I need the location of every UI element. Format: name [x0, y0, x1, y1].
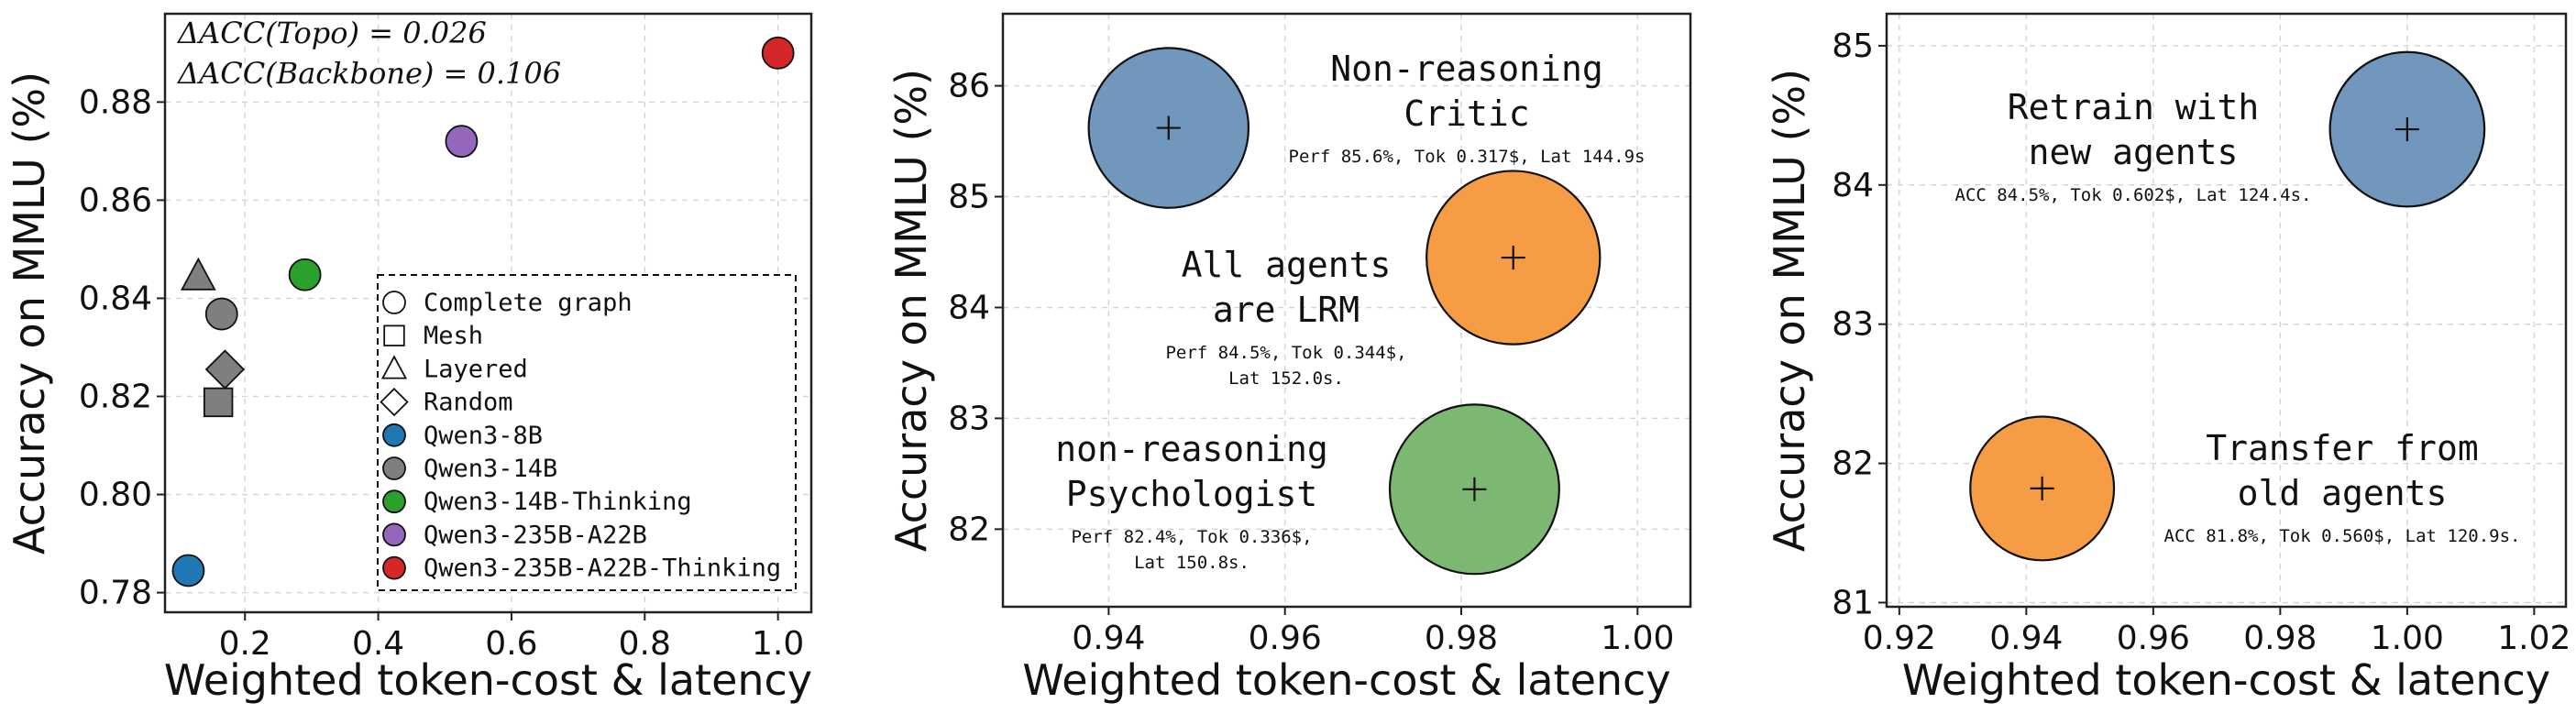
legend-marker [380, 387, 409, 417]
legend-label: Layered [424, 355, 528, 383]
bubble-detail: ACC 81.8%, Tok 0.560$, Lat 120.9s. [2164, 526, 2521, 546]
x-tick-label: 0.8 [619, 625, 671, 663]
y-axis-label: Accuracy on MMLU (%) [886, 69, 936, 552]
x-tick-label: 0.6 [485, 625, 537, 663]
bubble-detail: Perf 84.5%, Tok 0.344$, [1165, 343, 1406, 363]
delta-acc-annotation: ΔACC(Backbone) = 0.106 [176, 56, 561, 91]
data-point [288, 258, 322, 291]
y-tick-label: 81 [1832, 584, 1874, 621]
bubble-title: non-reasoning [1055, 429, 1327, 469]
legend-label: Complete graph [424, 289, 633, 317]
x-tick-label: 1.00 [1601, 620, 1674, 657]
legend-marker [382, 456, 406, 480]
x-tick-label: 0.92 [1863, 620, 1936, 657]
y-tick-label: 0.86 [79, 181, 152, 219]
data-point [445, 125, 479, 159]
y-axis-label: Accuracy on MMLU (%) [1765, 69, 1814, 552]
x-tick-label: 0.96 [2117, 620, 2190, 657]
plot-frame [1001, 12, 1692, 609]
y-tick-label: 82 [948, 511, 990, 548]
legend-marker [382, 423, 406, 447]
legend-marker [383, 324, 405, 346]
plot-frame [163, 12, 813, 614]
bubble-title: Psychologist [1066, 474, 1318, 514]
bubble-title: old agents [2238, 473, 2448, 513]
x-tick-label: 1.0 [752, 625, 804, 663]
legend [377, 274, 797, 591]
y-tick-label: 0.88 [79, 83, 152, 121]
x-tick-label: 0.98 [2243, 620, 2317, 657]
legend-marker [380, 355, 408, 379]
y-tick-label: 84 [1832, 167, 1874, 204]
y-tick-label: 83 [1832, 306, 1874, 344]
legend-label: Qwen3-8B [424, 422, 543, 450]
data-point [204, 349, 246, 390]
legend-marker [382, 489, 406, 514]
legend-label: Qwen3-14B [424, 455, 557, 483]
y-tick-label: 86 [948, 68, 990, 105]
legend-label: Qwen3-14B-Thinking [424, 488, 692, 516]
data-point [761, 36, 795, 70]
bubble-detail: Lat 152.0s. [1228, 368, 1344, 389]
y-tick-label: 0.80 [79, 477, 152, 514]
bubble-title: new agents [2029, 132, 2239, 172]
x-tick-label: 1.02 [2497, 620, 2570, 657]
data-point [171, 554, 205, 588]
data-point [203, 387, 234, 418]
legend-label: Qwen3-235B-A22B [424, 521, 647, 549]
bubble-title: Critic [1404, 93, 1529, 134]
bubble-detail: Perf 85.6%, Tok 0.317$, Lat 144.9s [1289, 147, 1646, 167]
data-point [204, 297, 238, 331]
bubble-detail: Perf 82.4%, Tok 0.336$, [1071, 527, 1312, 547]
bubble-title: Transfer from [2206, 428, 2478, 468]
x-tick-label: 0.94 [1989, 620, 2063, 657]
plot-frame [1885, 12, 2568, 609]
bubble-title: Retrain with [2008, 87, 2260, 127]
legend-marker [382, 555, 406, 580]
x-axis-label: Weighted token-cost & latency [1022, 655, 1670, 705]
legend-label: Qwen3-235B-A22B-Thinking [424, 555, 781, 583]
y-tick-label: 0.84 [79, 280, 152, 317]
bubble-detail: Lat 150.8s. [1134, 553, 1249, 573]
y-tick-label: 84 [948, 289, 990, 326]
legend-label: Mesh [424, 322, 483, 350]
bubble-title: Non-reasoning [1330, 49, 1602, 89]
legend-marker [382, 522, 406, 547]
x-tick-label: 0.96 [1249, 620, 1322, 657]
bubble-title: All agents [1182, 245, 1392, 285]
x-tick-label: 0.94 [1072, 620, 1145, 657]
y-tick-label: 83 [948, 400, 990, 437]
bubble-title: are LRM [1213, 290, 1360, 330]
legend-label: Random [424, 389, 513, 417]
delta-acc-annotation: ΔACC(Topo) = 0.026 [176, 16, 487, 50]
data-point [180, 257, 216, 291]
y-axis-label: Accuracy on MMLU (%) [5, 71, 54, 555]
y-tick-label: 0.82 [79, 378, 152, 415]
x-axis-label: Weighted token-cost & latency [1902, 655, 2550, 705]
y-tick-label: 85 [1832, 27, 1874, 65]
x-tick-label: 0.2 [219, 625, 271, 663]
legend-marker [382, 291, 406, 314]
x-tick-label: 0.98 [1425, 620, 1498, 657]
bubble-detail: ACC 84.5%, Tok 0.602$, Lat 124.4s. [1955, 185, 2312, 205]
y-tick-label: 85 [948, 179, 990, 216]
y-tick-label: 0.78 [79, 575, 152, 612]
x-axis-label: Weighted token-cost & latency [164, 655, 812, 705]
x-tick-label: 1.00 [2371, 620, 2444, 657]
x-tick-label: 0.4 [352, 625, 404, 663]
y-tick-label: 82 [1832, 445, 1874, 483]
